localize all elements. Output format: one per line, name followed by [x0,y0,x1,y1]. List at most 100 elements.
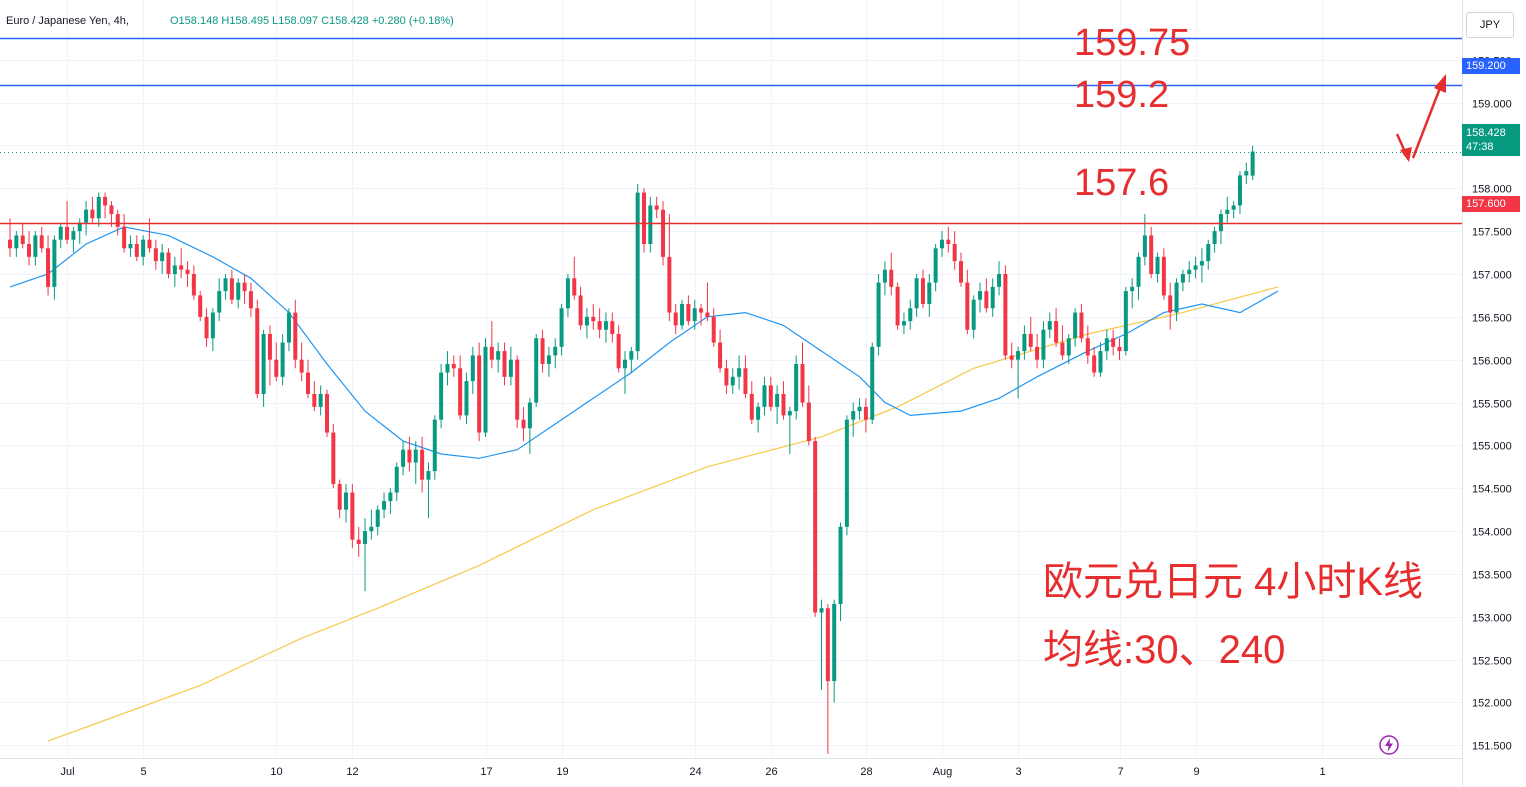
candle [863,398,868,433]
candle-body [1199,261,1204,266]
candle-body [464,381,469,416]
candle [730,368,735,394]
candle-body [959,261,963,283]
candle [1130,278,1135,309]
time-tick-label: 19 [556,766,568,778]
candle [14,231,19,257]
candle [1231,201,1236,219]
candle [527,398,532,454]
price-tick-label: 154.000 [1472,527,1512,539]
candle [775,385,780,424]
time-axis[interactable]: Jul 5 10 12 17 19 24 26 28 Aug 3 7 9 1 [60,766,1325,778]
candle [84,201,89,236]
candle-body [312,393,317,407]
candle-body [1212,231,1217,244]
candle [813,436,818,617]
candle [1206,239,1211,270]
candle [115,209,120,236]
candle-body [1104,338,1109,352]
candle [1060,325,1065,360]
candle [997,261,1002,296]
candle-body [1142,235,1147,257]
candle-body [978,291,983,300]
candle [293,299,298,369]
candle-body [851,411,856,420]
candle-body [787,411,792,416]
candle-body [730,376,735,386]
candle [1035,333,1040,369]
candle-body [825,608,830,682]
candle-body [616,333,621,369]
candle [952,231,957,270]
candle [458,355,463,420]
candle [1168,282,1173,330]
candle-body [838,526,843,604]
candle-body [470,355,475,382]
candle [1123,286,1128,356]
price-axis[interactable]: 151.500 152.000 152.500 153.000 153.500 154.0… [1472,56,1512,753]
candle-body [325,393,329,433]
candle-body [134,244,139,257]
candle-body [293,312,298,360]
candle [629,346,634,373]
candle [1180,269,1185,292]
candle-body [375,509,380,527]
price-tick-label: 157.000 [1472,270,1512,282]
candle [96,192,101,227]
candle-body [946,239,951,244]
time-tick-label: 9 [1193,766,1199,778]
candle [1016,346,1021,399]
candle-body [578,295,583,326]
candle [363,518,368,592]
candle [58,222,63,249]
candle-body [705,312,710,317]
price-label-red-line: 157.600 [1462,196,1520,212]
candle [1136,252,1141,300]
candle-body [1009,355,1014,360]
candle-body [439,372,444,420]
candle-body [889,269,894,287]
candle-body [147,239,152,249]
candle-body [413,449,418,463]
candle [1155,252,1160,283]
candle-body [1136,256,1141,287]
price-tick-label: 155.500 [1472,399,1512,411]
current-price-label: 158.428 47:38 [1462,124,1520,156]
candle-body [870,346,875,420]
candle-body [965,282,970,330]
candle [77,218,82,244]
candle-body [445,363,450,373]
candle-body [724,368,729,386]
candle-body [914,278,919,309]
candle-body [1187,269,1192,274]
candle-body [299,359,304,373]
candle [1237,171,1242,215]
currency-button[interactable]: JPY [1466,12,1514,38]
time-tick-label: 17 [480,766,492,778]
candle [255,299,260,399]
candle [439,363,444,429]
candle-body [990,286,995,309]
candle-body [952,244,957,262]
candle-body [806,402,811,442]
candle-body [1168,295,1173,313]
candle-body [1250,151,1255,176]
candle [312,381,317,412]
candle-body [407,449,412,463]
candle-body [762,385,767,407]
candle-body [553,346,558,356]
candle-body [426,471,431,480]
lightning-icon[interactable] [1378,734,1400,756]
candle [210,308,215,352]
candle-body [350,492,355,540]
candle-body [1098,351,1103,373]
candle [223,273,228,300]
candle-body [775,393,780,407]
candle [1092,346,1097,377]
candle-body [217,291,222,313]
candle [819,599,824,690]
candle-body [191,273,196,296]
candle [1085,325,1090,364]
candle-body [401,449,406,467]
